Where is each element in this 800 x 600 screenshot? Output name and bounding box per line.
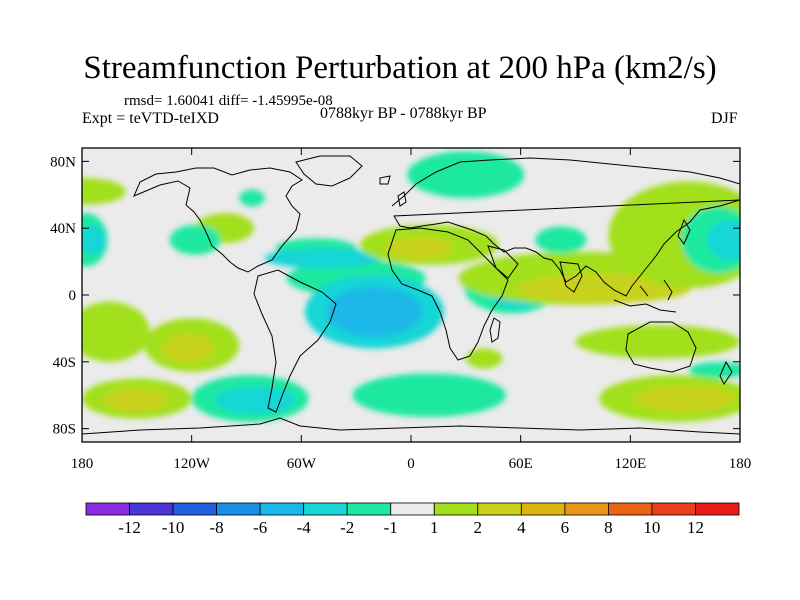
coastline-antarctica [82,417,740,435]
colorbar-label: 2 [474,518,483,537]
streamfunction-field [82,148,740,442]
coastlines [82,155,740,435]
lon-label: 60W [287,456,317,472]
coastline-india [559,261,583,293]
colorbar-label: -8 [210,518,224,537]
colorbar-swatch [390,502,435,516]
colorbar-swatch [85,502,130,516]
colorbar-label: -4 [297,518,312,537]
colorbar-label: -2 [340,518,354,537]
lon-label: 120W [173,456,211,472]
lat-label: 80S [53,422,76,438]
lat-label: 80N [50,154,76,170]
contour-region-24 [162,333,214,364]
period-label: 0788kyr BP - 0788kyr BP [320,105,487,122]
experiment-label: Expt = teVTD-teIXD [82,110,219,127]
colorbar: -12 -10 -8 -6 -4 -2 -1 1 2 4 6 8 10 12 [85,502,740,537]
coastline-australia [625,321,697,373]
coastline-north-america [133,167,303,273]
contour-region-8 [326,286,422,337]
contour-region-25 [465,348,503,369]
contour-region-16 [535,226,587,254]
map-axes: 80N 40N 0 40S 80S 180 120W 60W 0 60E 120E 180 [50,148,751,472]
lat-label: 0 [69,288,77,304]
colorbar-label: 10 [643,518,660,537]
colorbar-label: 4 [517,518,526,537]
colorbar-swatch [520,502,566,516]
contour-region-29 [103,388,170,412]
colorbar-swatch [216,502,261,516]
colorbar-swatch [564,502,609,516]
colorbar-label: -10 [162,518,185,537]
coastline-madagascar [489,317,501,343]
colorbar-swatch [303,502,348,516]
contour-region-34 [633,385,737,412]
colorbar-swatch [259,502,305,516]
coastline-south-america [253,269,337,413]
coastline-arabia [487,245,519,279]
colorbar-label: 6 [561,518,570,537]
coastline-japan [677,218,691,245]
contour-region-1 [407,151,525,199]
colorbar-label: -6 [253,518,267,537]
colorbar-swatch [433,502,479,516]
coastline-africa [387,227,509,361]
colorbar-label: -12 [118,518,141,537]
lon-label: 60E [509,456,533,472]
contour-region-11 [387,236,454,260]
contour-region-26 [575,325,740,359]
colorbar-swatch [608,502,653,516]
colorbar-label: 12 [687,518,704,537]
contour-region-22 [82,301,150,362]
contour-region-9 [264,248,382,269]
coastline-british-isles [379,175,407,207]
contour-region-0 [82,178,126,205]
contour-region-4 [169,224,221,255]
colorbar-swatch [172,502,217,516]
colorbar-label: 8 [604,518,613,537]
page-title: Streamfunction Perturbation at 200 hPa (… [83,50,717,86]
season-label: DJF [711,110,738,127]
lon-label: 0 [407,456,415,472]
contour-region-19 [707,219,740,260]
lon-label: 180 [729,456,752,472]
lon-label: 120E [614,456,646,472]
coastline-eurasia [391,157,740,297]
colorbar-swatch [651,502,696,516]
colorbar-label: -1 [384,518,398,537]
colorbar-swatch [129,502,174,516]
rmsd-diff-stats: rmsd= 1.60041 diff= -1.45995e-08 [124,93,333,109]
contour-region-2 [239,189,265,207]
contour-region-32 [352,373,507,417]
contour-region-27 [688,361,740,379]
colorbar-swatch [477,502,522,516]
contour-region-31 [215,386,296,414]
lat-label: 40S [53,355,76,371]
colorbar-swatch [346,502,392,516]
colorbar-label: 1 [430,518,439,537]
contour-region-15 [515,273,691,304]
lat-label: 40N [50,221,76,237]
coastline-maritime-continent [613,279,677,313]
coastline-new-zealand [719,360,733,385]
lon-label: 180 [71,456,94,472]
coastline-greenland [295,155,363,187]
colorbar-swatch [695,502,740,516]
contour-region-21 [82,224,106,255]
